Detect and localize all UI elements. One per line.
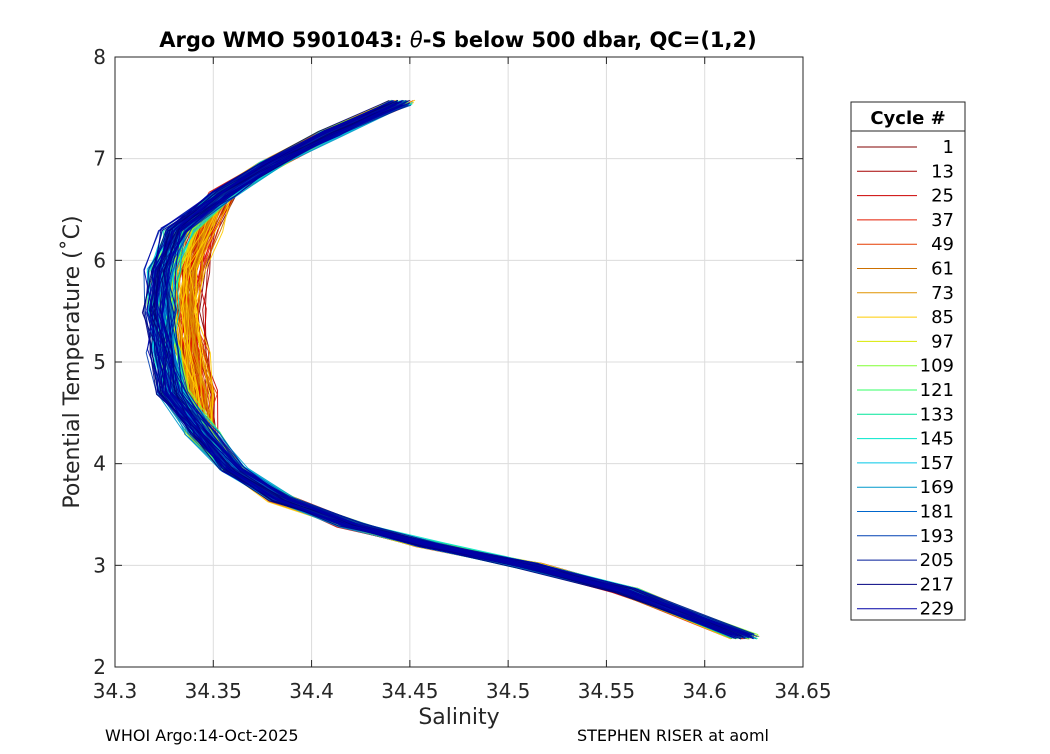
legend-label: 229	[920, 599, 954, 620]
x-tick-label: 34.45	[381, 679, 438, 703]
legend-label: 181	[920, 502, 954, 523]
x-tick-label: 34.65	[774, 679, 831, 703]
legend-box	[850, 101, 966, 621]
legend-label: 49	[931, 234, 954, 255]
legend-label: 169	[920, 477, 954, 498]
y-tick-label: 4	[93, 452, 106, 476]
profile-line	[156, 101, 736, 639]
y-tick-label: 3	[93, 553, 106, 577]
x-tick-label: 34.35	[185, 679, 242, 703]
legend-label: 205	[920, 550, 954, 571]
profile-line	[146, 99, 739, 636]
legend-label: 217	[920, 574, 954, 595]
x-tick-label: 34.5	[486, 679, 531, 703]
x-tick-label: 34.6	[682, 679, 727, 703]
legend-label: 109	[920, 356, 954, 377]
legend-label: 121	[920, 380, 954, 401]
profile-lines	[141, 99, 760, 640]
legend-label: 193	[920, 526, 954, 547]
legend-label: 97	[931, 331, 954, 352]
plot-area: 34.3 34.35 34.4 34.45 34.5 34.55 34.6 34.65 2 3 4 5…	[93, 45, 832, 703]
profile-line	[161, 102, 753, 636]
legend-label: 1	[943, 137, 954, 158]
y-axis-label: Potential Temperature (˚C)	[60, 215, 85, 508]
footer-right: STEPHEN RISER at aoml	[577, 726, 769, 745]
legend-label: 157	[920, 453, 954, 474]
legend-label: 73	[931, 283, 954, 304]
y-tick-label: 5	[93, 350, 106, 374]
legend-label: 133	[920, 404, 954, 425]
legend-label: 145	[920, 429, 954, 450]
legend-items: 1 13 25 37 49 61 73 85 97 109 121 133 145 157 169 181 19…	[857, 137, 954, 620]
x-axis-label: Salinity	[418, 705, 499, 730]
y-tick-label: 8	[93, 45, 106, 69]
axis-ticks: 34.3 34.35 34.4 34.45 34.5 34.55 34.6 34.65 2 3 4 5…	[93, 45, 832, 703]
legend-label: 25	[931, 186, 954, 207]
y-tick-label: 7	[93, 147, 106, 171]
y-tick-label: 6	[93, 248, 106, 272]
x-tick-label: 34.55	[578, 679, 635, 703]
x-tick-label: 34.3	[93, 679, 138, 703]
y-tick-label: 2	[93, 655, 106, 679]
legend-title: Cycle #	[870, 108, 945, 129]
chart-title: Argo WMO 5901043: θ-S below 500 dbar, QC…	[159, 28, 756, 52]
footer-left: WHOI Argo:14-Oct-2025	[105, 726, 299, 745]
legend-label: 85	[931, 307, 954, 328]
legend-label: 13	[931, 161, 954, 182]
legend-label: 37	[931, 210, 954, 231]
x-tick-label: 34.4	[289, 679, 334, 703]
legend: Cycle # 1 13 25 37 49 61 73 85 97 109 121 133 145 157…	[850, 101, 966, 621]
legend-label: 61	[931, 259, 954, 280]
